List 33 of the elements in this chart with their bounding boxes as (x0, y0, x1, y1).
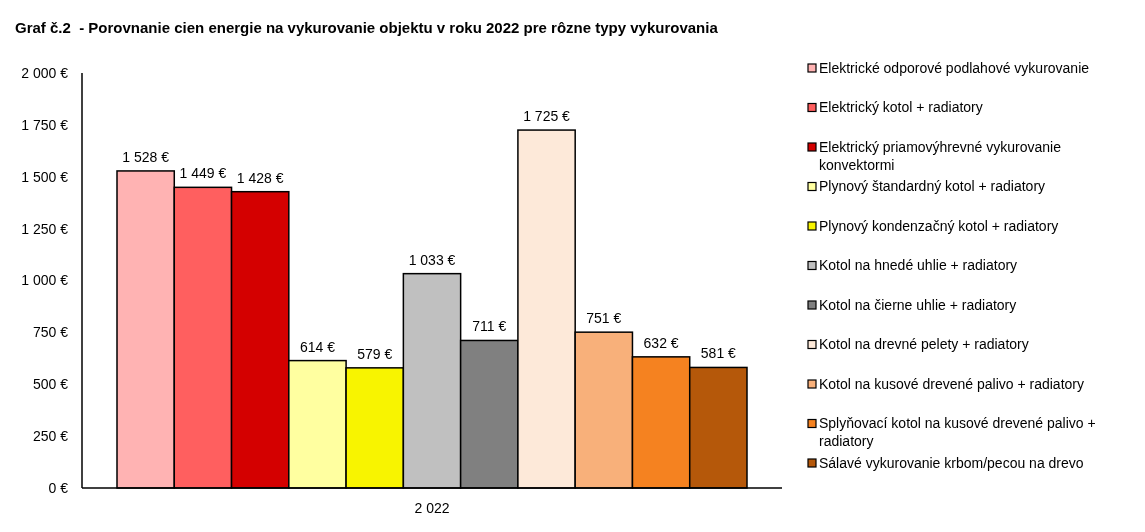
data-label: 1 528 € (122, 148, 170, 165)
legend-label: Kotol na kusové drevené palivo + radiatory (819, 375, 1084, 392)
legend-label: Plynový kondenzačný kotol + radiatory (819, 217, 1059, 234)
x-tick-label: 2 022 (414, 500, 450, 516)
legend-label: Elektrický priamovýhrevné vykurovanie konvektormi (819, 138, 1062, 173)
y-tick-label: 1 000 € (21, 272, 69, 289)
legend-label: Plynový štandardný kotol + radiatory (819, 178, 1046, 195)
y-tick-label: 750 € (32, 324, 69, 341)
legend-label: Kotol na drevné pelety + radiatory (819, 336, 1029, 353)
legend-label: Elektrický kotol + radiatory (819, 99, 983, 116)
legend-label: Kotol na čierne uhlie + radiatory (819, 296, 1017, 313)
data-label: 1 033 € (408, 251, 456, 268)
y-tick-label: 1 250 € (21, 220, 69, 237)
data-label: 1 428 € (236, 169, 284, 186)
data-label: 632 € (643, 334, 679, 351)
legend-label: Sálavé vykurovanie krbom/pecou na drevo (819, 454, 1084, 471)
data-label: 751 € (586, 310, 622, 327)
data-label: 1 449 € (179, 165, 227, 182)
y-tick-label: 1 500 € (21, 168, 69, 185)
y-tick-label: 500 € (32, 376, 69, 393)
data-label: 579 € (357, 345, 393, 362)
legend-label: Elektrické odporové podlahové vykurovanie (819, 59, 1090, 76)
y-tick-label: 1 750 € (21, 116, 69, 133)
y-tick-label: 2 000 € (21, 64, 69, 81)
chart-title: Graf č.2 - Porovnanie cien energie na vykurovanie objektu v roku 2022 pre rôzne typy vykurovania (15, 19, 719, 36)
data-label: 614 € (299, 338, 336, 355)
legend-label: Kotol na hnedé uhlie + radiatory (819, 257, 1018, 274)
data-label: 581 € (700, 345, 737, 362)
y-tick-label: 250 € (32, 428, 69, 445)
legend-label: Splyňovací kotol na kusové drevené palivo + radiatory (819, 415, 1096, 450)
data-label: 1 725 € (523, 108, 571, 125)
data-label: 711 € (472, 318, 507, 335)
y-tick-label: 0 € (48, 479, 69, 496)
